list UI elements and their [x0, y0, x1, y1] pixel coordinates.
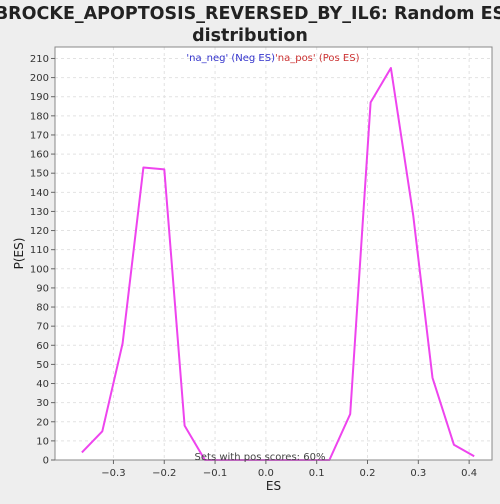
- x-axis: −0.3 −0.2 −0.1 0.0 0.1 0.2 0.3 0.4: [101, 460, 477, 479]
- x-tick-label: 0.3: [410, 468, 426, 479]
- y-tick-label: 160: [30, 150, 49, 161]
- legend: 'na_neg' (Neg ES)'na_pos' (Pos ES): [186, 53, 359, 64]
- title-line-0: BROCKE_APOPTOSIS_REVERSED_BY_IL6: Random…: [0, 4, 500, 24]
- x-tick-label: 0.4: [461, 468, 477, 479]
- x-tick-label: −0.3: [101, 468, 125, 479]
- y-tick-label: 200: [30, 73, 49, 84]
- y-tick-label: 70: [36, 322, 49, 333]
- y-tick-label: 20: [36, 417, 49, 428]
- x-tick-label: 0.0: [258, 468, 274, 479]
- y-tick-label: 110: [30, 245, 49, 256]
- plot-area: [55, 47, 492, 460]
- plot-frame: [54, 46, 493, 461]
- x-tick-label: −0.2: [152, 468, 176, 479]
- y-tick-label: 30: [36, 398, 49, 409]
- x-axis-label: ES: [266, 479, 281, 493]
- x-tick-label: 0.1: [309, 468, 325, 479]
- x-tick-label: −0.1: [203, 468, 227, 479]
- y-tick-label: 80: [36, 303, 49, 314]
- y-tick-label: 170: [30, 130, 49, 141]
- y-tick-label: 0: [43, 456, 49, 467]
- y-tick-label: 140: [30, 188, 49, 199]
- x-tick-label: 0.2: [360, 468, 376, 479]
- y-tick-label: 50: [36, 360, 49, 371]
- chart-title: BROCKE_APOPTOSIS_REVERSED_BY_IL6: Random…: [0, 4, 500, 46]
- y-axis-label: P(ES): [12, 238, 26, 270]
- y-tick-label: 130: [30, 207, 49, 218]
- legend-neg: 'na_neg' (Neg ES): [186, 53, 275, 64]
- y-tick-label: 120: [30, 226, 49, 237]
- y-tick-label: 150: [30, 169, 49, 180]
- y-tick-label: 60: [36, 341, 49, 352]
- y-tick-label: 10: [36, 436, 49, 447]
- y-axis: 0 10 20 30 40 50 60 70 80 90 100 110 120 130 140 150 160…: [30, 54, 55, 467]
- y-tick-label: 90: [36, 283, 49, 294]
- title-line-1: distribution: [192, 26, 308, 46]
- y-tick-label: 100: [30, 264, 49, 275]
- y-tick-label: 40: [36, 379, 49, 390]
- legend-pos: 'na_pos' (Pos ES): [275, 53, 360, 64]
- y-tick-label: 210: [30, 54, 49, 65]
- y-tick-label: 190: [30, 92, 49, 103]
- y-tick-label: 180: [30, 111, 49, 122]
- pos-scores-annotation: Sets with pos scores: 60%: [195, 452, 326, 463]
